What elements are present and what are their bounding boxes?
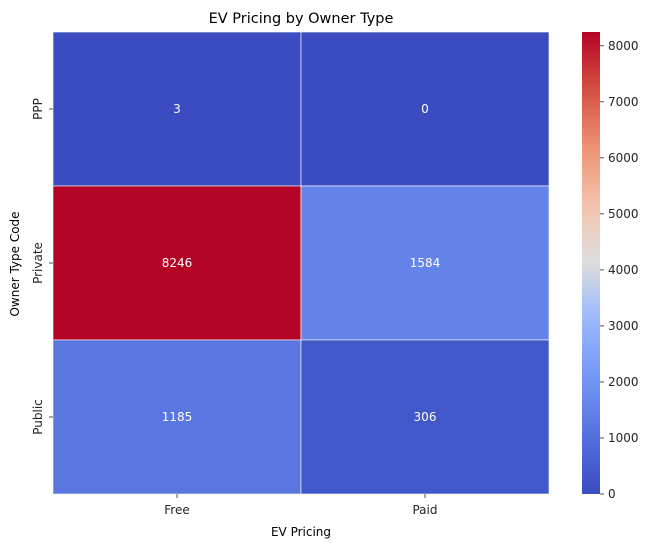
colorbar-tick-label: 4000 xyxy=(608,263,639,277)
heatmap-cell-private-paid xyxy=(300,185,550,341)
colorbar-tick-label: 3000 xyxy=(608,319,639,333)
cell-value-label: 8246 xyxy=(162,256,193,270)
colorbar: 0 1000 2000 3000 4000 5000 6000 7000 8000 xyxy=(582,32,639,501)
colorbar-tick-label: 5000 xyxy=(608,207,639,221)
colorbar-tick-label: 1000 xyxy=(608,431,639,445)
colorbar-tick-label: 6000 xyxy=(608,151,639,165)
y-tick-label: Public xyxy=(31,399,45,435)
cell-value-label: 1584 xyxy=(410,256,441,270)
cell-value-label: 3 xyxy=(173,102,181,116)
colorbar-tick-label: 0 xyxy=(608,487,616,501)
heatmap-cell-public-paid xyxy=(300,339,550,495)
heatmap-cell-labels: 3 0 8246 1584 1185 306 xyxy=(162,102,441,424)
x-tick-label: Paid xyxy=(412,503,437,517)
heatmap-cell-private-free xyxy=(52,185,302,341)
heatmap-cell-ppp-paid xyxy=(300,31,550,187)
x-axis-label: EV Pricing xyxy=(271,525,331,539)
cell-value-label: 1185 xyxy=(162,410,193,424)
heatmap-cell-public-free xyxy=(52,339,302,495)
heatmap-cell-ppp-free xyxy=(52,31,302,187)
heatmap-cells xyxy=(52,31,550,495)
colorbar-tick-label: 8000 xyxy=(608,39,639,53)
colorbar-tick-label: 7000 xyxy=(608,95,639,109)
colorbar-gradient xyxy=(582,32,600,494)
cell-value-label: 0 xyxy=(421,102,429,116)
cell-value-label: 306 xyxy=(414,410,437,424)
chart-title: EV Pricing by Owner Type xyxy=(209,11,394,27)
x-tick-label: Free xyxy=(164,503,189,517)
y-tick-label: Private xyxy=(31,242,45,284)
colorbar-tick-label: 2000 xyxy=(608,375,639,389)
y-axis-label: Owner Type Code xyxy=(8,211,22,316)
y-tick-label: PPP xyxy=(31,98,45,120)
y-axis: PPP Private Public xyxy=(31,98,53,435)
x-axis: Free Paid xyxy=(164,494,438,517)
